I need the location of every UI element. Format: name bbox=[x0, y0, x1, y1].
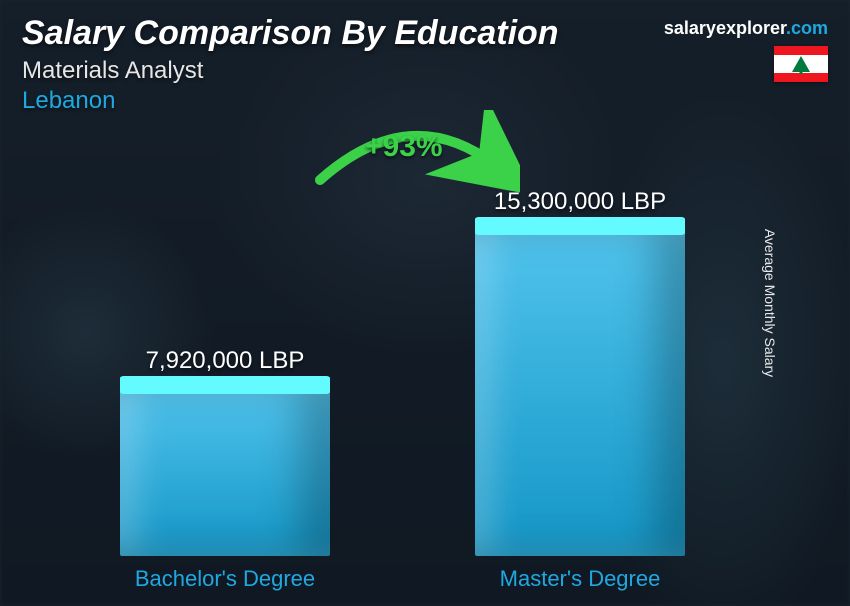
increase-arrow-icon bbox=[300, 110, 520, 220]
y-axis-label: Average Monthly Salary bbox=[762, 229, 778, 377]
bar-shape bbox=[120, 385, 330, 556]
bar-category-label: Bachelor's Degree bbox=[95, 566, 355, 592]
brand-text-tld: .com bbox=[786, 18, 828, 38]
job-title: Materials Analyst bbox=[22, 57, 828, 85]
brand-text-main: salaryexplorer bbox=[664, 18, 786, 38]
salary-bar-chart: +93% 7,920,000 LBP Bachelor's Degree 15,30… bbox=[0, 120, 850, 606]
bar-category-label: Master's Degree bbox=[450, 566, 710, 592]
increase-badge: +93% bbox=[365, 130, 443, 164]
bar-1: 15,300,000 LBP bbox=[475, 188, 685, 556]
bar-0: 7,920,000 LBP bbox=[120, 347, 330, 556]
country-flag-icon bbox=[774, 46, 828, 82]
bar-shape bbox=[475, 226, 685, 556]
country-name: Lebanon bbox=[22, 87, 828, 115]
brand-logo: salaryexplorer.com bbox=[664, 18, 828, 39]
bar-value-label: 7,920,000 LBP bbox=[146, 347, 305, 375]
